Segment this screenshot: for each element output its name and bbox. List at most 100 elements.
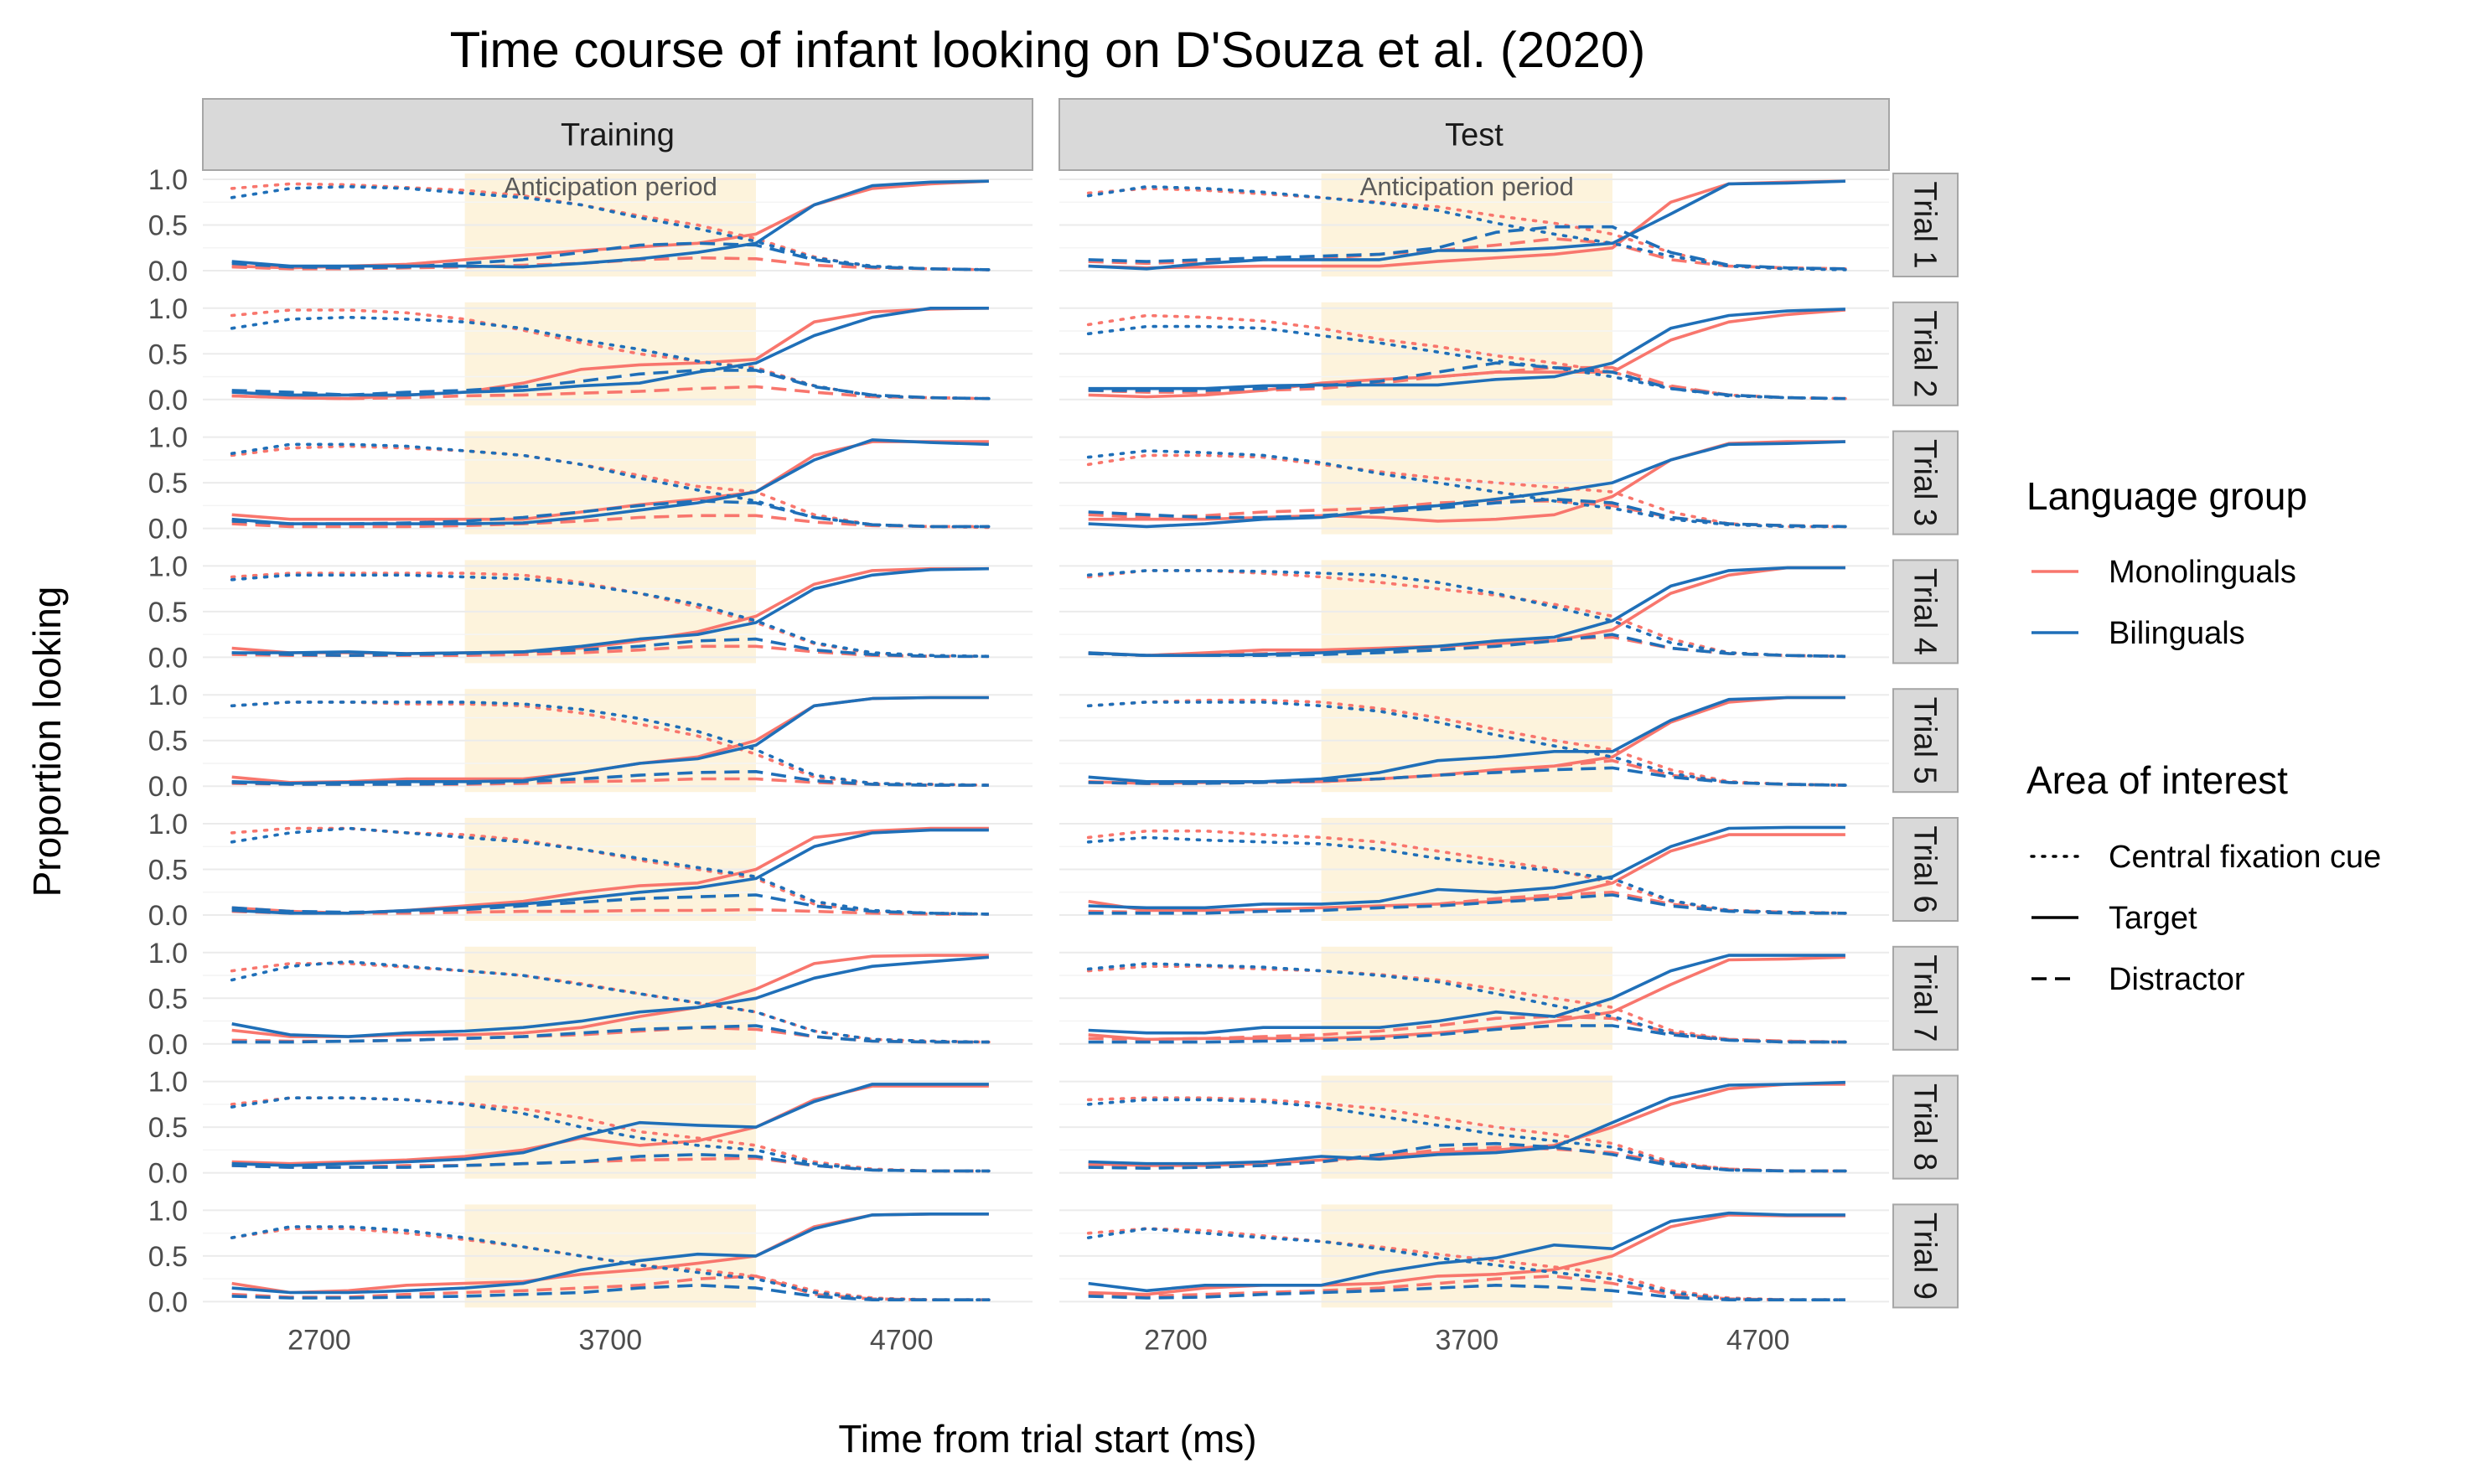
annotation-label: Anticipation period — [1360, 172, 1574, 201]
panel-training-trial-1: Anticipation period 0.0 0.5 1.0 — [148, 164, 1033, 287]
y-tick-label: 0.0 — [148, 1029, 188, 1061]
series-line-bilinguals-target — [1088, 825, 1845, 910]
series-line-bilinguals-central-fixation-cue — [1086, 701, 1847, 787]
series-line-bilinguals-central-fixation-cue — [1086, 184, 1847, 271]
series-line-bilinguals-distractor — [1088, 497, 1845, 529]
y-tick-label: 1.0 — [148, 680, 188, 711]
series-line-monolinguals-distractor — [231, 385, 989, 401]
y-tick-label: 0.0 — [148, 385, 188, 416]
series-line-bilinguals-target — [231, 566, 989, 655]
row-strip-trial-2 — [1892, 301, 1959, 406]
series-line-bilinguals-target — [231, 179, 989, 269]
series-line-bilinguals-target — [231, 1083, 989, 1167]
series-line-bilinguals-central-fixation-cue — [230, 442, 991, 529]
panel-test-trial-7 — [1059, 946, 1889, 1050]
series-line-bilinguals-distractor — [1088, 1024, 1845, 1044]
y-tick-label: 1.0 — [148, 164, 188, 196]
panel-training-trial-7: 0.0 0.5 1.0 — [148, 938, 1033, 1061]
y-tick-label: 1.0 — [148, 1067, 188, 1099]
row-strip-label-trial-9: Trial 9 — [1907, 1213, 1943, 1300]
y-tick-label: 0.0 — [148, 1158, 188, 1190]
series-line-monolinguals-distractor — [1088, 237, 1845, 271]
legend-title-language-group: Language group — [2026, 474, 2307, 518]
y-tick-label: 0.0 — [148, 642, 188, 674]
facet-panels: Training Test Trial 1 Trial 2 Trial 3 Trial 4… — [148, 98, 1959, 1356]
series-line-bilinguals-target — [231, 955, 990, 1038]
y-tick-label: 1.0 — [148, 1195, 188, 1227]
series-line-bilinguals-distractor — [231, 241, 989, 271]
series-line-monolinguals-central-fixation-cue — [1086, 829, 1847, 915]
row-strip-label-trial-3: Trial 3 — [1907, 439, 1943, 526]
series-line-monolinguals-target — [1088, 179, 1845, 270]
series-line-monolinguals-distractor — [1088, 1275, 1845, 1301]
series-line-bilinguals-distractor — [231, 769, 989, 787]
series-line-bilinguals-distractor — [231, 1153, 989, 1173]
series-line-bilinguals-distractor — [1088, 893, 1845, 915]
panel-test-trial-3 — [1059, 431, 1889, 535]
y-tick-label: 0.0 — [148, 1286, 188, 1318]
series-line-bilinguals-central-fixation-cue — [230, 826, 991, 916]
y-tick-label: 1.0 — [148, 551, 188, 582]
series-line-bilinguals-central-fixation-cue — [230, 315, 991, 401]
y-tick-label: 0.5 — [148, 339, 188, 370]
row-strip-trial-7 — [1892, 945, 1959, 1051]
row-strip-label-trial-8: Trial 8 — [1907, 1083, 1943, 1171]
series-line-bilinguals-distractor — [231, 1024, 989, 1044]
panel-test-trial-5 — [1059, 689, 1889, 793]
series-line-monolinguals-central-fixation-cue — [1086, 453, 1847, 529]
series-line-monolinguals-central-fixation-cue — [1086, 569, 1847, 659]
panel-test-trial-4 — [1059, 560, 1889, 664]
row-strip-trial-8 — [1892, 1074, 1959, 1180]
y-tick-label: 1.0 — [148, 293, 188, 325]
series-line-bilinguals-distractor — [231, 893, 989, 916]
series-line-bilinguals-distractor — [1088, 1284, 1845, 1301]
y-tick-label: 0.5 — [148, 210, 188, 242]
row-strip-label-trial-1: Trial 1 — [1907, 181, 1943, 268]
panel-test-trial-1: Anticipation period — [1059, 172, 1889, 277]
series-line-bilinguals-central-fixation-cue — [230, 959, 991, 1044]
panel-training-trial-9: 0.0 0.5 1.0 2700 3700 4700 — [148, 1195, 1033, 1356]
panel-training-trial-5: 0.0 0.5 1.0 — [148, 680, 1033, 803]
x-tick-label: 4700 — [1726, 1324, 1790, 1356]
series-line-bilinguals-distractor — [1088, 361, 1845, 401]
chart-title: Time course of infant looking on D'Souza… — [450, 22, 1646, 78]
series-line-monolinguals-distractor — [1088, 1015, 1845, 1044]
column-strip-label-test: Test — [1445, 118, 1504, 153]
y-axis-label: Proportion looking — [25, 587, 69, 897]
legend: Language group Monolinguals Bilinguals Area… — [2026, 474, 2381, 997]
row-strip-label-trial-2: Trial 2 — [1907, 310, 1943, 397]
series-line-monolinguals-distractor — [231, 514, 989, 529]
series-line-bilinguals-central-fixation-cue — [1086, 835, 1847, 915]
series-line-bilinguals-distractor — [231, 637, 989, 659]
panel-training-trial-3: 0.0 0.5 1.0 — [148, 422, 1033, 546]
x-tick-label: 2700 — [287, 1324, 351, 1356]
series-line-bilinguals-central-fixation-cue — [230, 701, 991, 787]
series-line-monolinguals-target — [1088, 1213, 1845, 1296]
y-tick-label: 0.5 — [148, 726, 188, 758]
series-line-bilinguals-distractor — [1088, 225, 1845, 271]
series-line-bilinguals-target — [1088, 440, 1845, 529]
x-axis-label: Time from trial start (ms) — [838, 1417, 1256, 1461]
row-strip-label-trial-4: Trial 4 — [1907, 568, 1943, 655]
series-line-bilinguals-distractor — [1088, 766, 1845, 787]
panel-test-trial-2 — [1059, 302, 1889, 406]
row-strip-label-trial-7: Trial 7 — [1907, 954, 1943, 1042]
x-tick-label: 3700 — [1435, 1324, 1498, 1356]
row-strip-trial-3 — [1892, 430, 1959, 535]
series-line-bilinguals-central-fixation-cue — [230, 1225, 991, 1301]
legend-label-central-fixation-cue: Central fixation cue — [2109, 840, 2381, 875]
series-line-bilinguals-target — [1088, 954, 1845, 1035]
series-line-bilinguals-distractor — [231, 369, 989, 401]
series-line-bilinguals-target — [1088, 1080, 1845, 1166]
legend-label-bilinguals: Bilinguals — [2109, 616, 2245, 651]
series-line-bilinguals-central-fixation-cue — [1086, 1098, 1847, 1173]
row-strip-trial-4 — [1892, 559, 1959, 664]
annotation-label: Anticipation period — [504, 172, 717, 201]
panel-test-trial-8 — [1059, 1075, 1889, 1179]
column-strip-training — [202, 98, 1033, 171]
legend-label-monolinguals: Monolinguals — [2109, 555, 2296, 590]
legend-label-distractor: Distractor — [2109, 962, 2245, 997]
y-tick-label: 0.5 — [148, 1112, 188, 1144]
y-tick-label: 0.5 — [148, 1241, 188, 1273]
